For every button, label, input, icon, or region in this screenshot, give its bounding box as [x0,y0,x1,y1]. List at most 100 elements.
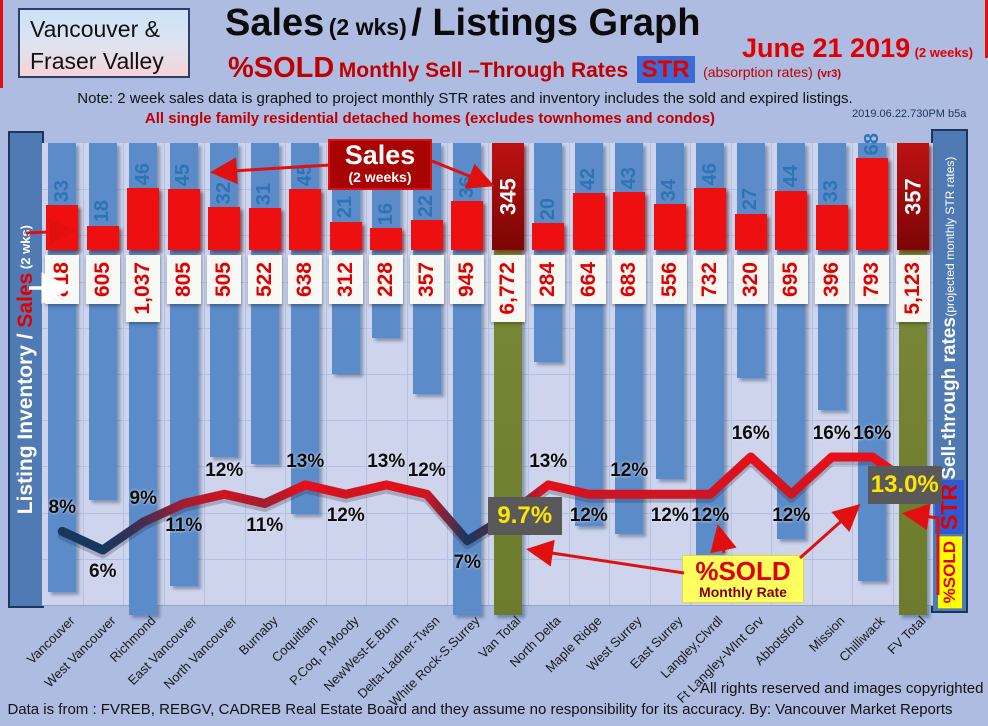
plot-area: Sales (2 weeks) %SOLD Monthly Rate 33 818… [42,133,942,615]
page-title-rest: / Listings Graph [411,2,701,44]
str-percent-label: 12% [610,460,649,482]
inventory-value-label: 605 [85,255,120,305]
psold-header-label: %SOLD [228,52,335,84]
inventory-value-label: 695 [774,255,808,305]
str-percent-label: 12% [691,505,730,527]
sales-bar [451,201,483,250]
sales-bar [856,158,888,250]
sales-bar [815,205,848,250]
absorption-note: (absorption rates) [703,64,813,80]
right-axis-bar: Sell-through rates (projected monthly ST… [931,129,968,613]
inventory-value-label: 320 [733,255,768,305]
str-percent-label: 11% [165,514,203,536]
left-axis-label: Listing Inventory / Sales (2 wks) [14,225,38,514]
gridline-horizontal [42,466,933,468]
left-axis-sales-note: (2 wks) [18,224,33,273]
date-label: June 21 2019 (2 weeks) [742,33,973,64]
psold-callout-sub: Monthly Rate [699,584,787,600]
right-axis-rates-note: (projected monthly STR rates) [942,157,957,318]
right-axis-label: Sell-through rates (projected monthly ST… [939,137,961,480]
sales-bar [167,189,200,250]
sales-bar [491,143,524,250]
footer-source: Data is from : FVREB, REBGV, CADREB Real… [7,701,953,718]
inventory-value-label: 683 [612,255,646,305]
sales-bar [208,206,240,250]
page-title: Sales (2 wks) / Listings Graph [225,2,785,45]
chart-column: 18 605 [83,143,124,605]
gridline-horizontal [42,558,933,560]
scope-line: All single family residential detached h… [144,110,716,127]
chart-column: 33 396 [812,143,853,605]
str-percent-label: 12% [569,505,608,527]
region-box-line1: Vancouver & [30,16,160,42]
footer-rights: All rights reserved and images copyright… [700,680,984,697]
sales-bar [532,223,564,250]
str-highlight-box: 13.0% [867,465,942,504]
inventory-value-label: 556 [652,255,687,305]
sales-bar [694,187,726,250]
date-value: June 21 2019 [742,33,911,63]
str-percent-label: 12% [772,505,811,527]
sales-bar [613,191,645,250]
str-percent-label: 7% [453,551,481,573]
chart-column: 68 793 [852,133,893,605]
str-line [57,452,918,555]
inventory-value-label: 664 [571,255,606,305]
gridline-horizontal [42,512,933,514]
note-line: Note: 2 week sales data is graphed to pr… [77,90,853,107]
str-highlight-box: 9.7% [487,496,562,535]
gridline-horizontal [42,281,933,283]
str-percent-label: 12% [326,505,365,527]
sales-bar [248,208,281,250]
chart-column: 31 522 [245,143,286,605]
inventory-value-label: 284 [531,255,565,305]
gridline-horizontal [42,374,933,375]
psold-callout: %SOLD Monthly Rate [682,555,804,603]
str-percent-label: 8% [48,497,76,519]
str-percent-label: 16% [853,423,892,444]
sales-bar [127,187,159,250]
build-timestamp: 2019.06.22.730PM b5a [852,108,967,120]
inventory-value-label: 5,123 [895,255,930,322]
sales-bar [734,213,767,250]
inventory-value-label: 522 [247,255,282,305]
sales-callout-sub: (2 weeks) [348,169,412,185]
str-percent-label: 16% [812,423,851,444]
str-percent-label: 13% [367,450,406,472]
str-percent-label: 12% [650,505,689,527]
psold-callout-title: %SOLD [695,556,791,586]
chart-column: 345 6,772 [488,143,529,615]
str-percent-label: 16% [731,423,770,444]
sales-bar [410,220,443,250]
gridline-horizontal [42,235,933,237]
version-note: (vr3) [817,68,842,80]
date-note: (2 weeks) [914,45,974,60]
inventory-value-label: 6,772 [490,255,525,322]
frame-edge-left [0,0,3,88]
chart-column: 32 505 [204,143,245,605]
sales-bar [896,143,929,250]
str-percent-label: 13% [286,450,325,472]
sales-callout: Sales (2 weeks) [328,139,432,190]
inventory-value-label: 505 [207,255,241,305]
gridline-horizontal [42,420,933,422]
sales-callout-title: Sales [344,140,416,170]
chart-column: 45 638 [285,143,326,605]
inventory-bar [88,143,117,501]
str-percent-label: 11% [246,514,284,536]
gridline-horizontal [42,189,933,191]
str-line-chart [57,452,918,559]
str-percent-label: 13% [529,450,568,472]
inventory-value-label: 945 [450,255,484,305]
str-percent-label: 6% [89,561,117,582]
chart-column: 43 683 [609,143,650,605]
chart-column: 34 556 [650,143,691,605]
chart-column: 27 320 [731,143,772,605]
sales-bar [653,204,686,250]
sales-bar [775,190,807,250]
left-axis-inventory-label: Listing Inventory / [14,327,37,515]
page-title-paren: (2 wks) [328,14,407,40]
inventory-value-label: 228 [369,255,403,305]
inventory-value-label: 732 [693,255,727,305]
